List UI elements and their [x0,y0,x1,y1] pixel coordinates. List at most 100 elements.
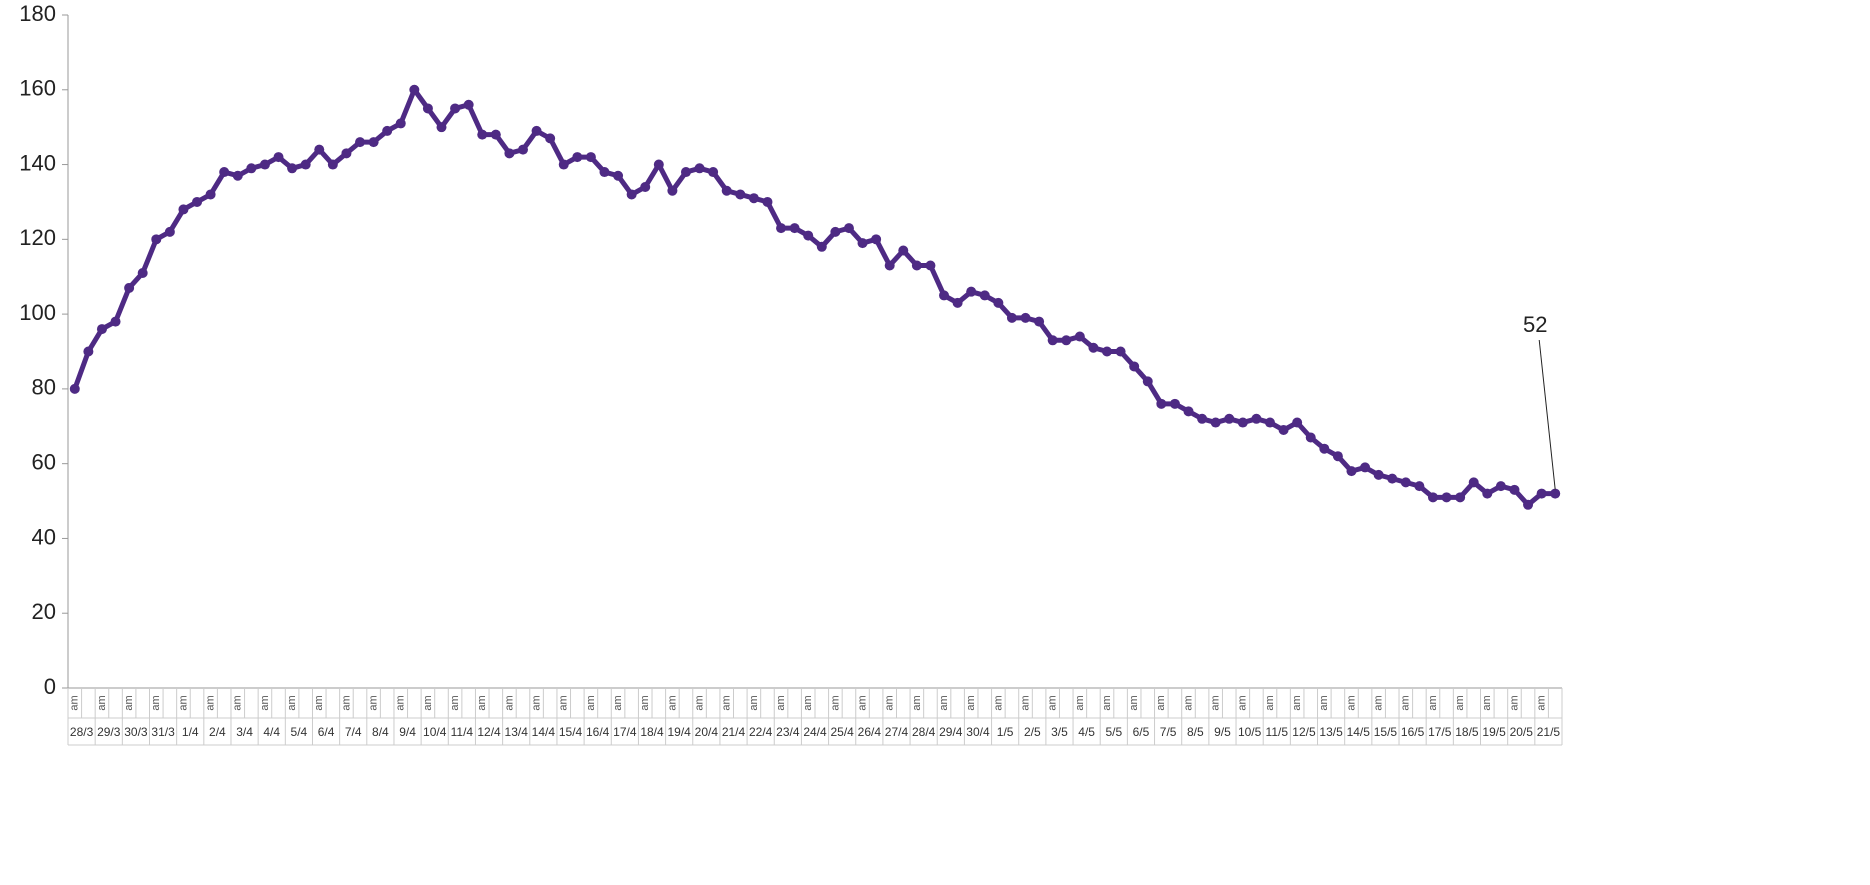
x-tick-label: am [69,695,81,710]
data-point [1047,335,1058,346]
x-tick-label: am [829,695,841,710]
data-point [545,133,556,144]
x-tick-label: am [639,695,651,710]
x-tick-label: am [1454,695,1466,710]
data-point [124,282,135,293]
x-tick-label: am [1074,695,1086,710]
data-point [1197,413,1208,424]
x-tick-label: am [395,695,407,710]
y-tick-label: 60 [32,449,56,474]
data-point [613,170,624,181]
x-group-label: 10/4 [423,725,447,739]
x-group-label: 12/4 [477,725,501,739]
x-tick-label: am [1400,695,1412,710]
data-point [1346,466,1357,477]
x-group-label: 23/4 [776,725,800,739]
x-group-label: 4/4 [263,725,280,739]
x-group-label: 11/5 [1266,725,1289,739]
x-tick-label: am [1019,695,1031,710]
data-point [1536,488,1547,499]
data-point [653,159,664,170]
data-point [1183,406,1194,417]
data-point [1129,361,1140,372]
data-point [939,290,950,301]
data-point [368,137,379,148]
y-tick-label: 20 [32,599,56,624]
x-tick-label: am [721,695,733,710]
x-tick-label: am [1536,695,1548,710]
x-group-label: 10/5 [1238,725,1262,739]
x-tick-label: am [530,695,542,710]
x-tick-label: am [476,695,488,710]
y-tick-label: 180 [19,1,56,26]
x-group-label: 27/4 [885,725,909,739]
data-point [1468,477,1479,488]
x-tick-label: am [205,695,217,710]
data-point [680,167,691,178]
x-group-label: 25/4 [830,725,854,739]
data-point [803,230,814,241]
x-group-label: 13/5 [1319,725,1343,739]
x-tick-label: am [965,695,977,710]
x-tick-label: am [802,695,814,710]
x-group-label: 7/4 [345,725,362,739]
x-group-label: 14/4 [532,725,556,739]
x-group-label: 5/4 [291,725,308,739]
x-tick-label: am [1264,695,1276,710]
x-group-label: 16/4 [586,725,610,739]
data-point [110,316,121,327]
x-group-label: 18/5 [1455,725,1479,739]
data-point [884,260,895,271]
x-group-label: 17/4 [613,725,637,739]
data-point [232,170,243,181]
data-point [436,122,447,133]
x-tick-label: am [449,695,461,710]
data-point [667,185,678,196]
data-point [762,196,773,207]
annotation: 52 [1523,312,1547,337]
data-point [1224,413,1235,424]
data-point [341,148,352,159]
data-point [1251,413,1262,424]
data-point [151,234,162,245]
x-tick-label: am [1210,695,1222,710]
x-group-label: 18/4 [640,725,664,739]
x-tick-label: am [313,695,325,710]
x-group-label: 19/4 [668,725,692,739]
x-group-label: 21/5 [1537,725,1561,739]
data-point [1305,432,1316,443]
y-tick-label: 80 [32,375,56,400]
x-tick-label: am [259,695,271,710]
x-tick-label: am [1508,695,1520,710]
y-tick-label: 120 [19,225,56,250]
data-point [287,163,298,174]
x-group-label: 31/3 [151,725,175,739]
x-tick-label: am [938,695,950,710]
x-tick-label: am [911,695,923,710]
data-point [490,129,501,140]
data-point [422,103,433,114]
x-tick-label: am [666,695,678,710]
x-tick-label: am [1427,695,1439,710]
x-group-label: 26/4 [858,725,882,739]
data-point [409,84,420,95]
x-tick-label: am [1345,695,1357,710]
y-tick-label: 0 [44,674,56,699]
x-tick-label: am [1155,695,1167,710]
data-point [843,223,854,234]
data-point [599,167,610,178]
data-point [1292,417,1303,428]
data-point [1427,492,1438,503]
x-tick-label: am [150,695,162,710]
data-point [898,245,909,256]
x-tick-label: am [340,695,352,710]
data-point [1319,443,1330,454]
x-tick-label: am [884,695,896,710]
data-point [219,167,230,178]
x-group-label: 29/3 [97,725,121,739]
y-tick-label: 40 [32,524,56,549]
data-point [1550,488,1561,499]
data-point [83,346,94,357]
data-point [178,204,189,215]
data-point [979,290,990,301]
